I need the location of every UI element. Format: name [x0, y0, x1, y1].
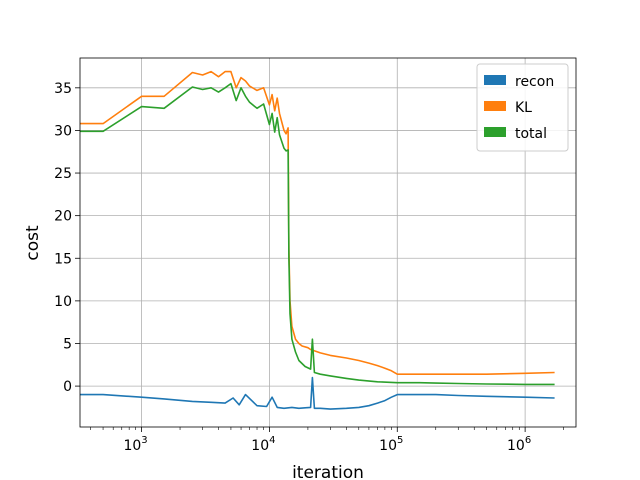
legend-label-recon: recon: [515, 74, 554, 90]
y-tick-label: 20: [54, 209, 72, 225]
legend: recon KL total: [476, 63, 569, 152]
y-tick-label: 35: [54, 81, 72, 97]
series-line-total: [80, 82, 555, 386]
x-tick-label: 103: [123, 435, 147, 454]
series-lines: [80, 70, 555, 410]
legend-swatch-recon: [484, 75, 506, 85]
x-axis-label: iteration: [292, 463, 364, 480]
legend-swatch-total: [484, 127, 506, 137]
legend-label-total: total: [515, 126, 547, 142]
y-tick-label: 0: [63, 379, 72, 395]
series-line-recon: [80, 376, 555, 410]
legend-swatch-kl: [484, 101, 506, 111]
x-tick-label: 104: [251, 435, 275, 454]
x-tick-label: 105: [379, 435, 403, 454]
y-tick-label: 15: [54, 251, 72, 267]
axis-ticks: 0 5 10 15 20 25 30 35 103 104 105 106: [54, 81, 564, 454]
x-tick-label: 106: [507, 435, 531, 454]
legend-label-kl: KL: [515, 100, 532, 116]
y-tick-label: 25: [54, 166, 72, 182]
y-tick-label: 5: [63, 336, 72, 352]
y-tick-label: 10: [54, 294, 72, 310]
y-tick-label: 30: [54, 123, 72, 139]
plot-area-frame: [79, 57, 577, 428]
y-axis-label: cost: [23, 225, 43, 261]
